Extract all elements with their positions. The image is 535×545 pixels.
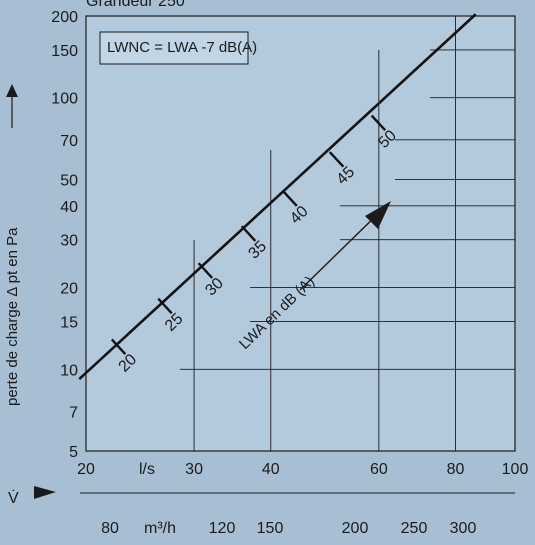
formula-box: LWNC = LWA -7 dB(A) (99, 31, 257, 65)
plot-area (85, 15, 516, 452)
y-tick-label: 10 (60, 362, 78, 379)
y-tick-label: 200 (51, 9, 78, 26)
x2-tick-label: 80 (101, 520, 119, 537)
y-tick-label: 15 (60, 314, 78, 331)
y-tick-label: 40 (60, 199, 78, 216)
x2-unit-label: m³/h (144, 520, 176, 537)
marker-tick (110, 338, 127, 355)
y-tick-label: 150 (51, 43, 78, 60)
x2-tick-label: 250 (401, 520, 428, 537)
x2-tick-label: 300 (450, 520, 477, 537)
y-tick-label: 20 (60, 281, 78, 298)
x-tick-label: 100 (502, 461, 529, 478)
chart-title: Grandeur 250 (86, 0, 185, 10)
x-unit-label: l/s (139, 461, 155, 478)
x-arrow (34, 486, 56, 499)
series-line (78, 13, 477, 381)
y-tick-label: 5 (69, 444, 78, 461)
x2-tick-label: 150 (257, 520, 284, 537)
x-tick-label: 20 (77, 461, 95, 478)
x-tick-label: 40 (262, 461, 280, 478)
x-tick-labels-m3h: 80 120 150 200 250 300 m³/h (101, 520, 476, 537)
x2-tick-label: 200 (342, 520, 369, 537)
y-tick-label: 30 (60, 233, 78, 250)
x-tick-label: 30 (185, 461, 203, 478)
y-tick-label: 70 (60, 133, 78, 150)
annotation-arrow (299, 201, 391, 291)
y-tick-label: 50 (60, 172, 78, 189)
marker-tick (240, 225, 257, 242)
x2-tick-label: 120 (209, 520, 236, 537)
grid-layer (180, 16, 515, 451)
formula-text: LWNC = LWA -7 dB(A) (107, 39, 257, 56)
y-tick-label: 100 (51, 91, 78, 108)
marker-tick (197, 262, 214, 279)
x-symbol: V̇ (8, 489, 19, 507)
marker-tick (157, 297, 173, 315)
y-tick-label: 7 (69, 404, 78, 421)
data-layer (78, 13, 477, 381)
x-tick-label: 60 (370, 461, 388, 478)
marker-tick (328, 151, 345, 168)
marker-tick (370, 114, 387, 132)
x-tick-label: 80 (447, 461, 465, 478)
y-axis-title: perte de charge Δ pt en Pa (4, 227, 21, 406)
y-axis-title-group: perte de charge Δ pt en Pa (4, 84, 21, 406)
marker-tick (282, 190, 298, 207)
x-tick-labels-ls: 20 30 40 60 80 100 l/s (77, 461, 528, 478)
y-tick-labels: 200 150 100 70 50 40 30 20 15 10 7 5 (51, 9, 78, 461)
